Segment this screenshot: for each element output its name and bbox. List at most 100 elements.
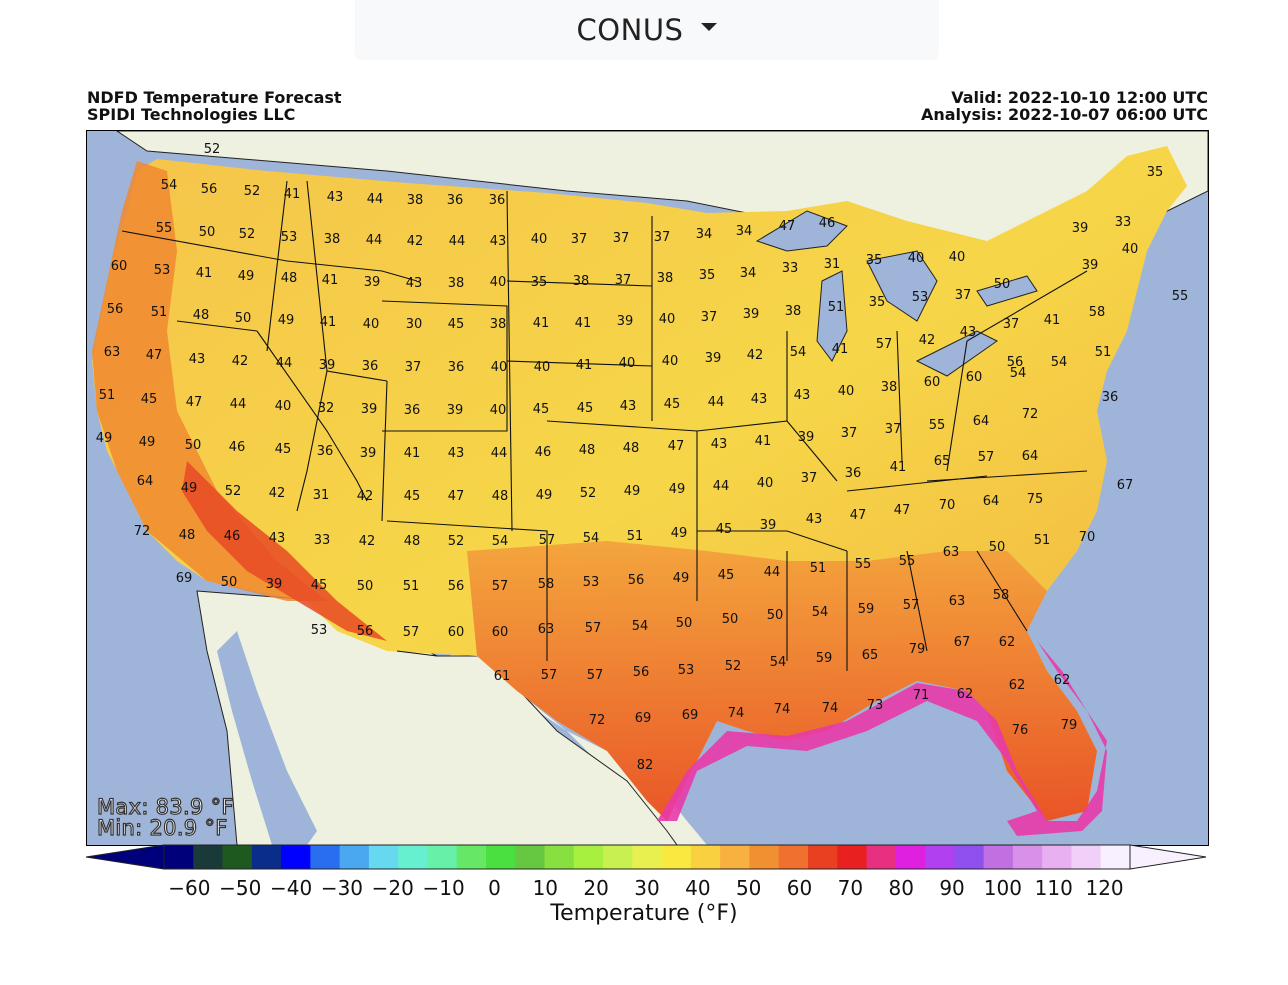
station-label: 54 [492, 534, 509, 549]
station-label: 41 [322, 273, 339, 288]
station-label: 41 [196, 266, 213, 281]
station-label: 79 [1061, 718, 1078, 733]
station-label: 43 [189, 352, 206, 367]
station-label: 50 [722, 612, 739, 627]
station-label: 42 [919, 333, 936, 348]
station-label: 38 [407, 193, 424, 208]
colorbar-tick-label: −60 [168, 876, 211, 900]
station-label: 48 [492, 489, 509, 504]
min-value: Min: 20.9 °F [96, 816, 228, 840]
station-label: 40 [949, 250, 966, 265]
station-label: 53 [311, 623, 328, 638]
station-label: 39 [1082, 258, 1099, 273]
station-label: 48 [179, 528, 196, 543]
station-label: 44 [367, 192, 384, 207]
station-label: 57 [876, 337, 893, 352]
station-label: 56 [628, 573, 645, 588]
station-label: 36 [362, 359, 379, 374]
station-label: 41 [890, 460, 907, 475]
station-label: 38 [785, 304, 802, 319]
station-label: 41 [404, 446, 421, 461]
station-label: 64 [1022, 449, 1039, 464]
station-label: 56 [448, 579, 465, 594]
colorbar-swatch [456, 845, 487, 869]
station-label: 43 [960, 325, 977, 340]
station-label: 37 [613, 231, 630, 246]
station-label: 44 [708, 395, 725, 410]
colorbar-swatch [632, 845, 663, 869]
colorbar-swatch [222, 845, 253, 869]
station-label: 49 [278, 313, 295, 328]
station-label: 55 [855, 557, 872, 572]
station-label: 36 [447, 193, 464, 208]
station-label: 50 [767, 608, 784, 623]
colorbar-swatch [573, 845, 604, 869]
colorbar-tick-label: 100 [983, 876, 1022, 900]
station-label: 51 [1095, 345, 1112, 360]
station-label: 42 [359, 534, 376, 549]
station-label: 64 [983, 494, 1000, 509]
station-label: 45 [275, 442, 292, 457]
colorbar-swatch [1100, 845, 1131, 869]
colorbar-swatch [720, 845, 750, 869]
colorbar [84, 843, 1210, 873]
colorbar-swatch [368, 845, 399, 869]
station-label: 49 [96, 431, 113, 446]
station-label: 57 [492, 579, 509, 594]
station-label: 60 [492, 625, 509, 640]
colorbar-tick-label: −30 [320, 876, 364, 900]
colorbar-swatch [193, 845, 224, 869]
valid-time: Valid: 2022-10-10 12:00 UTC [951, 88, 1208, 107]
region-selector[interactable]: CONUS [355, 0, 939, 60]
state-borders [121, 180, 1088, 671]
station-label: 44 [764, 565, 781, 580]
station-label: 42 [232, 354, 249, 369]
station-label: 40 [619, 356, 636, 371]
station-label: 43 [794, 388, 811, 403]
station-label: 36 [489, 193, 506, 208]
station-label: 43 [806, 512, 823, 527]
station-label: 58 [1089, 305, 1106, 320]
colorbar-swatch [1071, 845, 1102, 869]
station-label: 40 [662, 354, 679, 369]
region-selector-label: CONUS [576, 13, 684, 47]
colorbar-swatch [837, 845, 868, 869]
station-label: 52 [239, 227, 256, 242]
colorbar-swatch [778, 845, 809, 869]
station-label: 44 [491, 446, 508, 461]
lake-ontario [976, 275, 1038, 307]
station-label: 41 [832, 342, 849, 357]
station-label: 57 [585, 621, 602, 636]
colorbar-swatch [515, 845, 546, 869]
station-label: 60 [448, 625, 465, 640]
station-label: 57 [903, 598, 920, 613]
station-label: 57 [539, 533, 556, 548]
station-label: 64 [973, 414, 990, 429]
colorbar-tick-label: −50 [219, 876, 262, 900]
colorbar-swatch [310, 845, 341, 869]
station-label: 49 [624, 484, 641, 499]
station-label: 72 [134, 524, 151, 539]
station-label: 56 [1007, 355, 1024, 370]
station-label: 41 [1044, 313, 1061, 328]
station-label: 49 [139, 435, 156, 450]
colorbar-swatch [486, 845, 516, 869]
map-header-right: Valid: 2022-10-10 12:00 UTC Analysis: 20… [921, 89, 1208, 123]
colorbar-swatch [1012, 845, 1043, 869]
colorbar-tick-label: 40 [685, 876, 711, 900]
station-label: 37 [615, 273, 632, 288]
lake-michigan [816, 270, 848, 362]
station-label: 52 [225, 484, 242, 499]
station-label: 33 [782, 261, 799, 276]
station-label: 44 [276, 356, 293, 371]
station-label: 62 [957, 687, 974, 702]
colorbar-tick-label: 80 [888, 876, 914, 900]
station-label: 46 [224, 529, 241, 544]
station-label: 30 [406, 317, 423, 332]
gulf-coast-hot [657, 641, 1107, 836]
max-value: Max: 83.9 °F [96, 795, 234, 819]
station-label: 39 [617, 314, 634, 329]
station-label: 47 [186, 395, 203, 410]
station-label: 63 [104, 345, 121, 360]
station-label: 70 [939, 498, 956, 513]
